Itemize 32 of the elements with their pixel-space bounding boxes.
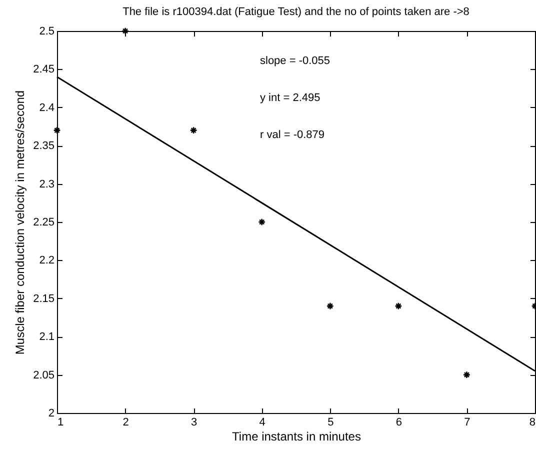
y-tick-label: 2.3 bbox=[39, 178, 54, 190]
x-tick-label: 3 bbox=[191, 416, 198, 428]
annotation: slope = -0.055 bbox=[260, 55, 330, 67]
y-tick-label: 2.5 bbox=[39, 26, 54, 38]
y-axis-title: Muscle fiber conduction velocity in metres/second bbox=[13, 90, 28, 355]
y-tick-label: 2.35 bbox=[33, 140, 54, 152]
annotation: y int = 2.495 bbox=[260, 92, 320, 104]
y-tick-label: 2.2 bbox=[39, 254, 54, 267]
point bbox=[462, 370, 471, 379]
y-tick-label: 2.1 bbox=[39, 331, 54, 344]
point bbox=[190, 126, 198, 134]
annotation: r val = -0.879 bbox=[260, 129, 325, 141]
y-tick-label: 2.05 bbox=[33, 369, 54, 382]
x-axis-title: Time instants in minutes bbox=[232, 430, 361, 444]
point bbox=[258, 218, 266, 226]
x-tick-label: 7 bbox=[464, 416, 470, 428]
x-tick-label: 1 bbox=[58, 416, 64, 428]
x-tick-label: 6 bbox=[396, 416, 402, 428]
y-tick-label: 2.45 bbox=[33, 64, 54, 76]
chart-title: The file is r100394.dat (Fatigue Test) and the no of points taken are ->8 bbox=[122, 6, 470, 18]
x-tick-label: 4 bbox=[259, 416, 266, 428]
point bbox=[326, 302, 334, 310]
y-tick-label: 2.4 bbox=[39, 102, 54, 114]
x-tick-label: 2 bbox=[122, 416, 129, 428]
y-tick-label: 2.25 bbox=[33, 216, 54, 228]
x-tick-label: 5 bbox=[328, 416, 334, 428]
x-tick-label: 8 bbox=[529, 416, 536, 428]
point bbox=[121, 27, 130, 35]
y-tick-label: 2 bbox=[48, 408, 54, 420]
y-tick-label: 2.15 bbox=[33, 292, 54, 305]
point bbox=[394, 302, 402, 310]
point bbox=[53, 126, 61, 134]
